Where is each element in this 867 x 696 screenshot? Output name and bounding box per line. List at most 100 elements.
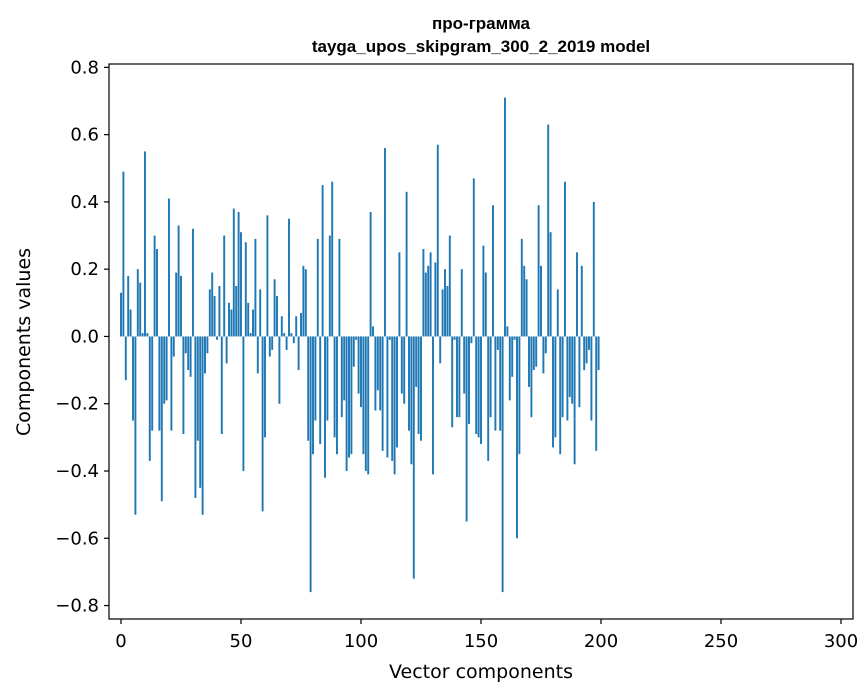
bar	[453, 336, 456, 340]
bar	[175, 272, 178, 337]
bar	[588, 336, 590, 350]
bar	[280, 316, 283, 337]
bar	[312, 336, 314, 455]
bar	[326, 336, 329, 421]
bar	[376, 336, 379, 391]
bar	[278, 336, 281, 404]
bar	[192, 228, 194, 337]
bar	[321, 185, 324, 337]
bar	[136, 269, 139, 337]
bar	[360, 336, 362, 408]
bars-group	[120, 97, 600, 593]
bar	[489, 336, 492, 418]
bar	[160, 336, 163, 502]
bar	[132, 336, 134, 421]
plot-frame	[108, 63, 854, 620]
bar	[547, 124, 550, 337]
bar	[511, 336, 514, 377]
bar	[206, 336, 209, 354]
bar	[290, 333, 293, 337]
bar	[420, 336, 422, 441]
bar	[405, 191, 408, 337]
bar	[189, 336, 192, 377]
bar	[271, 336, 274, 350]
bar	[352, 336, 355, 367]
bar	[424, 272, 427, 337]
bar	[492, 205, 494, 337]
bar	[309, 336, 312, 593]
bar	[350, 336, 353, 455]
bar	[316, 238, 319, 337]
bar	[158, 336, 161, 431]
bar	[319, 336, 322, 445]
bar	[237, 212, 240, 337]
bar	[362, 336, 365, 455]
bar	[463, 336, 466, 394]
bar	[204, 336, 206, 374]
bar	[513, 336, 516, 340]
bar	[391, 336, 394, 461]
x-tick-label: 200	[584, 631, 618, 652]
bar	[384, 148, 386, 337]
bar	[182, 336, 185, 434]
bar	[196, 336, 199, 441]
bar	[165, 336, 168, 401]
bar	[532, 336, 535, 371]
bar	[388, 336, 391, 340]
bar	[242, 336, 245, 471]
bar	[477, 336, 480, 438]
bar	[516, 336, 518, 539]
bar	[338, 238, 341, 337]
bar	[482, 245, 485, 337]
bar	[590, 336, 593, 421]
x-tick-label: 300	[824, 631, 858, 652]
bar	[199, 336, 202, 488]
bar	[597, 336, 600, 371]
bar	[252, 309, 254, 337]
bar	[283, 333, 286, 337]
bar	[585, 336, 588, 364]
bar	[475, 336, 478, 434]
x-tick-label: 0	[115, 631, 126, 652]
bar	[410, 336, 413, 465]
y-tick-label: −0.2	[55, 394, 99, 415]
y-axis-ticks: 0.8 0.6 0.4 0.2 0.0 −0.2 −0.4 −0.6 −0.8	[55, 57, 109, 617]
bar	[561, 336, 564, 418]
y-tick-label: −0.6	[55, 528, 99, 549]
bar	[297, 336, 300, 371]
bar	[408, 336, 410, 431]
bar	[525, 279, 528, 337]
bar	[535, 336, 538, 367]
bar	[592, 201, 595, 337]
bar	[324, 336, 326, 478]
bar	[292, 336, 295, 344]
bar	[141, 333, 144, 337]
x-tick-label: 150	[464, 631, 498, 652]
bar	[559, 336, 562, 455]
bar	[295, 316, 298, 337]
bar	[230, 309, 233, 337]
bar	[348, 336, 350, 458]
bar	[540, 265, 542, 337]
bar	[300, 312, 302, 337]
bar	[472, 178, 475, 337]
bar	[542, 336, 545, 374]
bar	[261, 336, 264, 512]
bar	[256, 336, 259, 374]
bar	[465, 336, 468, 522]
bar	[122, 171, 125, 337]
bar	[556, 289, 559, 337]
bar	[148, 336, 151, 461]
bar	[544, 336, 547, 354]
bar	[379, 336, 382, 411]
bar	[580, 265, 583, 337]
y-axis-label: Components values	[13, 248, 35, 436]
bar	[537, 205, 540, 337]
bar	[434, 262, 437, 337]
bar	[381, 336, 384, 451]
bar	[225, 336, 228, 364]
bar	[523, 265, 526, 337]
bar	[386, 336, 389, 458]
bar	[153, 235, 156, 337]
bar	[129, 309, 132, 337]
